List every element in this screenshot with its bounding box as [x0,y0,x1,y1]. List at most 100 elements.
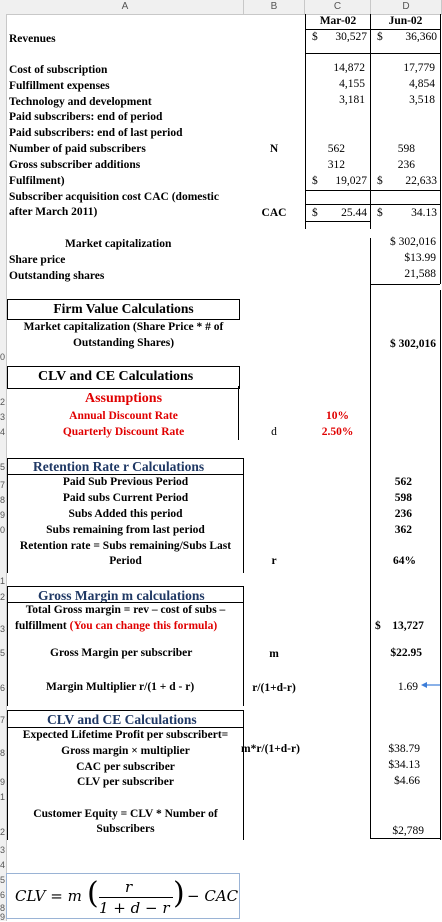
clv-title[interactable]: CLV and CE Calculations [47,712,197,727]
clv-ce-label[interactable]: Customer Equity = CLV * Number of [33,808,218,820]
revenues-c-currency[interactable]: $ [312,31,318,43]
row-number[interactable]: 8 [0,903,6,913]
clv-header-title[interactable]: CLV and CE Calculations [38,369,194,384]
margin-per-b[interactable]: m [269,648,279,660]
row-number[interactable]: 3 [0,845,6,855]
row-number[interactable]: 9 [0,912,6,922]
clv-cac[interactable]: $34.13 [388,759,420,771]
row-number[interactable]: 6 [0,890,6,900]
retention-title[interactable]: Retention Rate r Calculations [33,459,205,474]
quarterly-discount-b[interactable]: d [271,426,277,438]
revenues-d[interactable]: 36,360 [405,31,437,43]
margin-total-label[interactable]: Total Gross margin = rev – cost of subs … [25,604,226,616]
row-number[interactable]: 1 [0,792,6,802]
cac-label-2[interactable]: after March 2011) [9,206,98,218]
row-number[interactable]: 9 [0,510,6,520]
period-d[interactable]: Jun-02 [388,15,423,27]
column-header-d[interactable]: D [371,0,442,14]
share-price-d[interactable]: $13.99 [404,252,436,264]
row-number[interactable]: 3 [0,624,6,634]
firm-value-title[interactable]: Firm Value Calculations [53,301,194,316]
margin-per-label[interactable]: Gross Margin per subscriber [50,647,193,659]
retention-rate-b[interactable]: r [271,555,277,567]
cost-c[interactable]: 4,155 [339,78,365,90]
cost-d[interactable]: 22,633 [405,175,437,187]
row-number[interactable]: 2 [0,592,6,602]
cost-c[interactable]: 312 [327,159,345,171]
retention-cur[interactable]: 598 [394,492,412,504]
row-number[interactable]: 8 [0,495,6,505]
clv-exp[interactable]: $38.79 [388,743,420,755]
cost-label[interactable]: Fulfillment expenses [9,80,110,92]
market-cap-d[interactable]: $ 302,016 [390,236,436,248]
cost-c[interactable]: 562 [327,143,345,155]
margin-mult[interactable]: 1.69 [397,681,418,693]
cost-c[interactable]: 14,872 [333,62,365,74]
row-number[interactable]: 5 [0,648,6,658]
revenues-c[interactable]: 30,527 [335,31,367,43]
clv-cac-label[interactable]: CAC per subscriber [76,761,175,773]
cost-d-currency[interactable]: $ [377,175,383,187]
cac-d-currency[interactable]: $ [377,207,383,219]
margin-title[interactable]: Gross Margin m calculations [38,588,205,603]
margin-total[interactable]: $ 13,727 [375,620,424,632]
clv-exp-label[interactable]: Expected Lifetime Profit per subscribert… [22,729,229,741]
margin-total-note[interactable]: (You can change this formula) [69,620,218,632]
row-number[interactable]: 4 [0,860,6,870]
row-number[interactable]: 0 [0,352,6,362]
retention-cur-label[interactable]: Paid subs Current Period [62,492,189,504]
cac-b[interactable]: CAC [261,207,287,219]
clv-ce-label-2[interactable]: Subscribers [96,823,155,835]
retention-prev[interactable]: 562 [394,476,412,488]
retention-remain[interactable]: 362 [394,524,412,536]
row-number[interactable]: 2 [0,827,6,837]
quarterly-discount-label[interactable]: Quarterly Discount Rate [62,426,185,438]
row-number[interactable]: 5 [0,462,6,472]
cost-d[interactable]: 3,518 [409,94,435,106]
clv-exp-b[interactable]: m*r/(1+d-r) [241,743,300,755]
market-cap-label[interactable]: Market capitalization [65,238,172,250]
cost-label[interactable]: Technology and development [9,96,152,108]
outstanding-shares-label[interactable]: Outstanding shares [9,270,105,282]
cost-label[interactable]: Fulfilment) [9,175,65,187]
cost-label[interactable]: Number of paid subscribers [9,143,146,155]
cac-c[interactable]: 25.44 [341,207,367,219]
retention-rate-label[interactable]: Retention rate = Subs remaining/Subs Las… [19,540,232,552]
retention-rate-label-2[interactable]: Period [109,555,142,567]
column-header-b[interactable]: B [244,0,305,14]
cost-c-currency[interactable]: $ [312,175,318,187]
row-number[interactable]: 2 [0,397,6,407]
retention-added[interactable]: 236 [394,508,412,520]
assumptions-title[interactable]: Assumptions [84,391,163,406]
row-number[interactable]: 4 [0,427,6,437]
retention-added-label[interactable]: Subs Added this period [68,508,183,520]
column-header-c[interactable]: C [305,0,371,14]
cac-d[interactable]: 34.13 [411,207,437,219]
revenues-d-currency[interactable]: $ [377,31,383,43]
margin-total-label-fulfillment[interactable]: fulfillment [15,620,67,632]
clv-exp-label-2[interactable]: Gross margin × multiplier [61,745,190,757]
cac-label[interactable]: Subscriber acquisition cost CAC (domesti… [9,191,219,203]
cost-b[interactable]: N [269,143,279,155]
retention-remain-label[interactable]: Subs remaining from last period [46,524,205,536]
clv-clv-label[interactable]: CLV per subscriber [77,776,174,788]
outstanding-shares-d[interactable]: 21,588 [404,268,436,280]
row-number[interactable]: 7 [0,715,6,725]
row-number[interactable]: 9 [0,777,6,787]
cost-label[interactable]: Gross subscriber additions [9,159,141,171]
row-number[interactable]: 1 [0,576,6,586]
cac-c-currency[interactable]: $ [312,207,318,219]
margin-per[interactable]: $22.95 [390,647,422,659]
annual-discount-label[interactable]: Annual Discount Rate [69,410,178,422]
cost-c[interactable]: 19,027 [335,175,367,187]
retention-prev-label[interactable]: Paid Sub Previous Period [62,476,189,488]
row-number[interactable]: 3 [0,412,6,422]
margin-mult-b[interactable]: r/(1+d-r) [252,682,296,694]
period-c[interactable]: Mar-02 [319,15,357,27]
margin-mult-label[interactable]: Margin Multiplier r/(1 + d - r) [46,681,195,693]
firm-value-label[interactable]: Market capitalization (Share Price * # o… [23,321,224,333]
row-number[interactable]: 5 [0,875,6,885]
cost-d[interactable]: 236 [397,159,415,171]
firm-value-label-2[interactable]: Outstanding Shares) [72,337,175,349]
cost-label[interactable]: Paid subscribers: end of last period [9,127,183,139]
